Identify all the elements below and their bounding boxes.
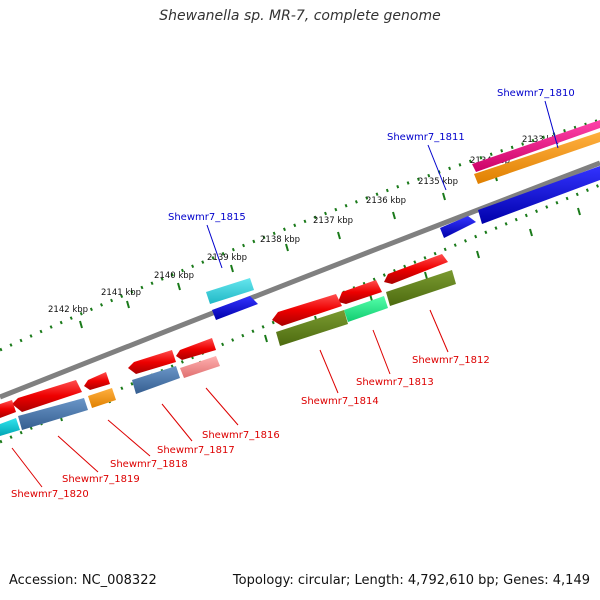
leader-line <box>429 309 449 353</box>
gene-shewmr7-1814-b[interactable] <box>276 310 348 346</box>
leader-line <box>107 419 151 457</box>
leader-line <box>206 224 223 269</box>
gene-label-reverse[interactable]: Shewmr7_1814 <box>301 396 379 407</box>
gene-label-reverse[interactable]: Shewmr7_1816 <box>202 430 280 441</box>
kbp-label: 2138 kbp <box>260 235 300 245</box>
gene-label-forward[interactable]: Shewmr7_1811 <box>387 132 465 143</box>
gene-shewmr7-1820[interactable] <box>0 400 16 418</box>
leader-line <box>57 435 99 473</box>
leader-line <box>161 403 193 442</box>
gene-label-reverse[interactable]: Shewmr7_1813 <box>356 377 434 388</box>
gene-shewmr7-1817-b[interactable] <box>132 366 180 394</box>
forward-tick-track <box>0 118 600 352</box>
gene-label-reverse[interactable]: Shewmr7_1819 <box>62 474 140 485</box>
leader-line <box>427 144 447 191</box>
gene-shewmr7-1813[interactable] <box>338 280 382 304</box>
gene-label-reverse[interactable]: Shewmr7_1812 <box>412 355 490 366</box>
leader-line <box>205 387 239 426</box>
page-title: Shewanella sp. MR-7, complete genome <box>159 8 441 24</box>
gene-shewmr7-1810-b[interactable] <box>474 132 600 184</box>
topology-text: Topology: circular; Length: 4,792,610 bp… <box>232 573 590 588</box>
gene-shewmr7-1810[interactable] <box>472 120 600 172</box>
gene-shewmr7-1813-b[interactable] <box>344 296 388 322</box>
gene-shewmr7-1815-b[interactable] <box>212 296 258 320</box>
gene-label-forward[interactable]: Shewmr7_1810 <box>497 88 575 99</box>
kbp-label: 2142 kbp <box>48 305 88 315</box>
gene-shewmr7-1814[interactable] <box>272 294 342 326</box>
gene-shewmr7-1818-b[interactable] <box>88 388 116 408</box>
gene-label-reverse[interactable]: Shewmr7_1817 <box>157 445 235 456</box>
kbp-label: 2141 kbp <box>101 288 141 298</box>
kbp-label: 2140 kbp <box>154 271 194 281</box>
gene-shewmr7-1819-b[interactable] <box>18 398 88 430</box>
kbp-label: 2136 kbp <box>366 196 406 206</box>
gene-shewmr7-1811-b[interactable] <box>440 216 476 238</box>
accession-text: Accession: NC_008322 <box>9 573 157 588</box>
leader-line <box>11 447 43 488</box>
gene-shewmr7-1817[interactable] <box>128 350 176 374</box>
gene-shewmr7-1816-b[interactable] <box>180 356 220 378</box>
kbp-label: 2137 kbp <box>313 216 353 226</box>
gene-shewmr7-1811[interactable] <box>478 166 600 224</box>
gene-shewmr7-1812[interactable] <box>384 254 448 284</box>
gene-label-forward[interactable]: Shewmr7_1815 <box>168 212 246 223</box>
kbp-label: 2135 kbp <box>418 177 458 187</box>
gene-shewmr7-1812-b[interactable] <box>386 270 456 306</box>
gene-shewmr7-1818[interactable] <box>84 372 110 390</box>
leader-line <box>319 349 339 394</box>
leader-line <box>544 100 559 149</box>
leader-line <box>372 329 391 375</box>
kbp-label: 2139 kbp <box>207 253 247 263</box>
gene-shewmr7-1815[interactable] <box>206 278 254 304</box>
gene-shewmr7-1816[interactable] <box>176 338 216 360</box>
genome-backbone <box>0 160 600 400</box>
gene-label-reverse[interactable]: Shewmr7_1820 <box>11 489 89 500</box>
gene-shewmr7-1820-b[interactable] <box>0 418 20 436</box>
gene-shewmr7-1819[interactable] <box>12 380 82 412</box>
gene-label-reverse[interactable]: Shewmr7_1818 <box>110 459 188 470</box>
